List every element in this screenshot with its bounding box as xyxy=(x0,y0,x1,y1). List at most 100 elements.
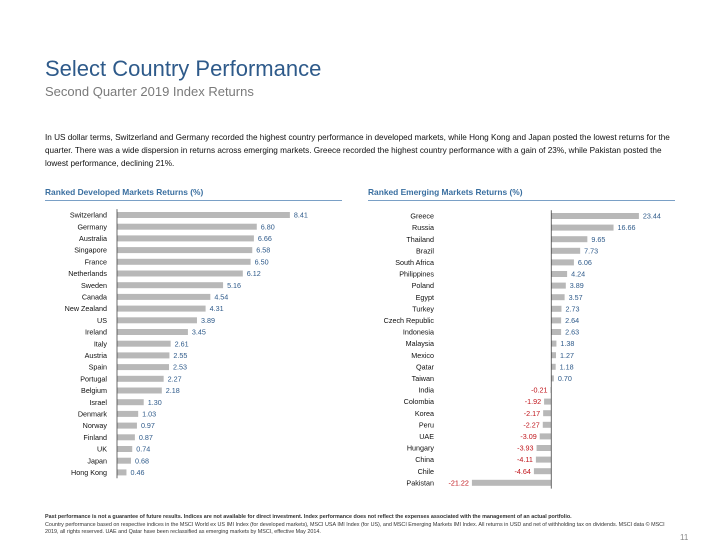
category-label: China xyxy=(415,455,434,464)
bar xyxy=(117,410,139,417)
bar xyxy=(551,247,581,254)
data-label: -4.64 xyxy=(515,467,531,476)
data-label: 0.46 xyxy=(130,468,144,477)
data-label: 3.57 xyxy=(569,293,583,302)
category-label: France xyxy=(85,257,107,266)
bar xyxy=(117,329,188,335)
category-label: Mexico xyxy=(411,351,434,360)
category-label: Pakistan xyxy=(406,478,434,487)
bar xyxy=(117,387,162,394)
data-label: 1.03 xyxy=(142,410,156,419)
category-label: UK xyxy=(97,445,107,454)
data-label: 4.54 xyxy=(214,293,228,302)
bar xyxy=(117,212,290,218)
category-label: Indonesia xyxy=(403,328,434,337)
data-label: -21.22 xyxy=(449,478,469,487)
category-label: Sweden xyxy=(81,281,107,290)
category-label: South Africa xyxy=(395,258,434,267)
bar xyxy=(543,410,552,417)
bar xyxy=(551,317,562,324)
category-label: India xyxy=(418,386,434,395)
data-label: -1.92 xyxy=(525,397,541,406)
category-label: Italy xyxy=(94,339,108,348)
bar xyxy=(117,469,127,476)
data-label: -3.09 xyxy=(520,432,536,441)
bar xyxy=(117,375,164,382)
data-label: 3.45 xyxy=(192,328,206,337)
category-label: Denmark xyxy=(78,410,108,419)
category-label: Poland xyxy=(412,281,434,290)
category-label: Germany xyxy=(77,222,107,231)
data-label: -0.21 xyxy=(531,386,547,395)
bar xyxy=(551,340,557,347)
data-label: 0.68 xyxy=(135,456,149,465)
category-label: Qatar xyxy=(416,362,435,371)
category-label: Hong Kong xyxy=(71,468,107,477)
bar xyxy=(471,479,552,486)
category-label: Spain xyxy=(89,363,107,372)
bar xyxy=(117,317,197,324)
bar xyxy=(551,363,556,370)
bar xyxy=(544,398,552,405)
data-label: 2.73 xyxy=(565,304,579,313)
category-label: Turkey xyxy=(412,304,434,313)
bar xyxy=(117,293,211,300)
category-label: Australia xyxy=(79,234,107,243)
bar xyxy=(551,294,565,301)
category-label: Taiwan xyxy=(412,374,434,383)
data-label: -2.17 xyxy=(524,409,540,418)
category-label: Portugal xyxy=(80,374,107,383)
data-label: 6.66 xyxy=(258,234,272,243)
data-label: 2.27 xyxy=(168,374,182,383)
data-label: 0.74 xyxy=(136,445,150,454)
data-label: -3.93 xyxy=(517,444,533,453)
data-label: 8.41 xyxy=(294,211,308,220)
category-label: Brazil xyxy=(416,246,434,255)
bar xyxy=(117,434,135,441)
data-label: 1.38 xyxy=(560,339,574,348)
data-label: 1.27 xyxy=(560,351,574,360)
data-label: 2.55 xyxy=(173,351,187,360)
category-label: Russia xyxy=(412,223,434,232)
bar xyxy=(117,340,171,347)
developed-markets-chart: Switzerland 8.41 Germany 6.80 Australia 6.66 S… xyxy=(65,209,308,479)
data-label: -2.27 xyxy=(523,420,539,429)
category-label: Chile xyxy=(418,467,434,476)
data-label: 6.06 xyxy=(578,258,592,267)
bar xyxy=(117,223,257,230)
category-label: Finland xyxy=(83,433,107,442)
category-label: US xyxy=(97,316,107,325)
category-label: Hungary xyxy=(407,444,435,453)
bar xyxy=(117,305,206,312)
category-label: Canada xyxy=(82,293,107,302)
data-label: 2.53 xyxy=(173,363,187,372)
bar xyxy=(117,352,170,359)
category-label: Thailand xyxy=(406,235,434,244)
data-label: 5.16 xyxy=(227,281,241,290)
bar xyxy=(117,364,170,371)
bar xyxy=(117,247,253,254)
bar xyxy=(551,259,574,266)
category-label: Korea xyxy=(415,409,434,418)
data-label: 6.58 xyxy=(256,246,270,255)
footnote-disclaimer: Past performance is not a guarantee of f… xyxy=(45,514,572,520)
data-label: 0.70 xyxy=(558,374,572,383)
bar xyxy=(117,235,254,242)
data-label: 2.63 xyxy=(565,328,579,337)
bar xyxy=(551,224,614,231)
data-label: 3.89 xyxy=(201,316,215,325)
bar xyxy=(117,422,137,429)
bar xyxy=(535,456,552,463)
bar xyxy=(551,282,566,289)
bar xyxy=(117,399,144,406)
developed-title-rule xyxy=(45,200,342,201)
bar xyxy=(551,352,557,359)
footnote-text: Country performance based on respective … xyxy=(45,521,665,536)
data-label: -4.11 xyxy=(517,455,533,464)
data-label: 4.31 xyxy=(210,304,224,313)
data-label: 16.66 xyxy=(618,223,636,232)
data-label: 3.89 xyxy=(570,281,584,290)
category-label: Philippines xyxy=(399,270,434,279)
bar xyxy=(539,433,552,440)
bar xyxy=(542,421,552,428)
